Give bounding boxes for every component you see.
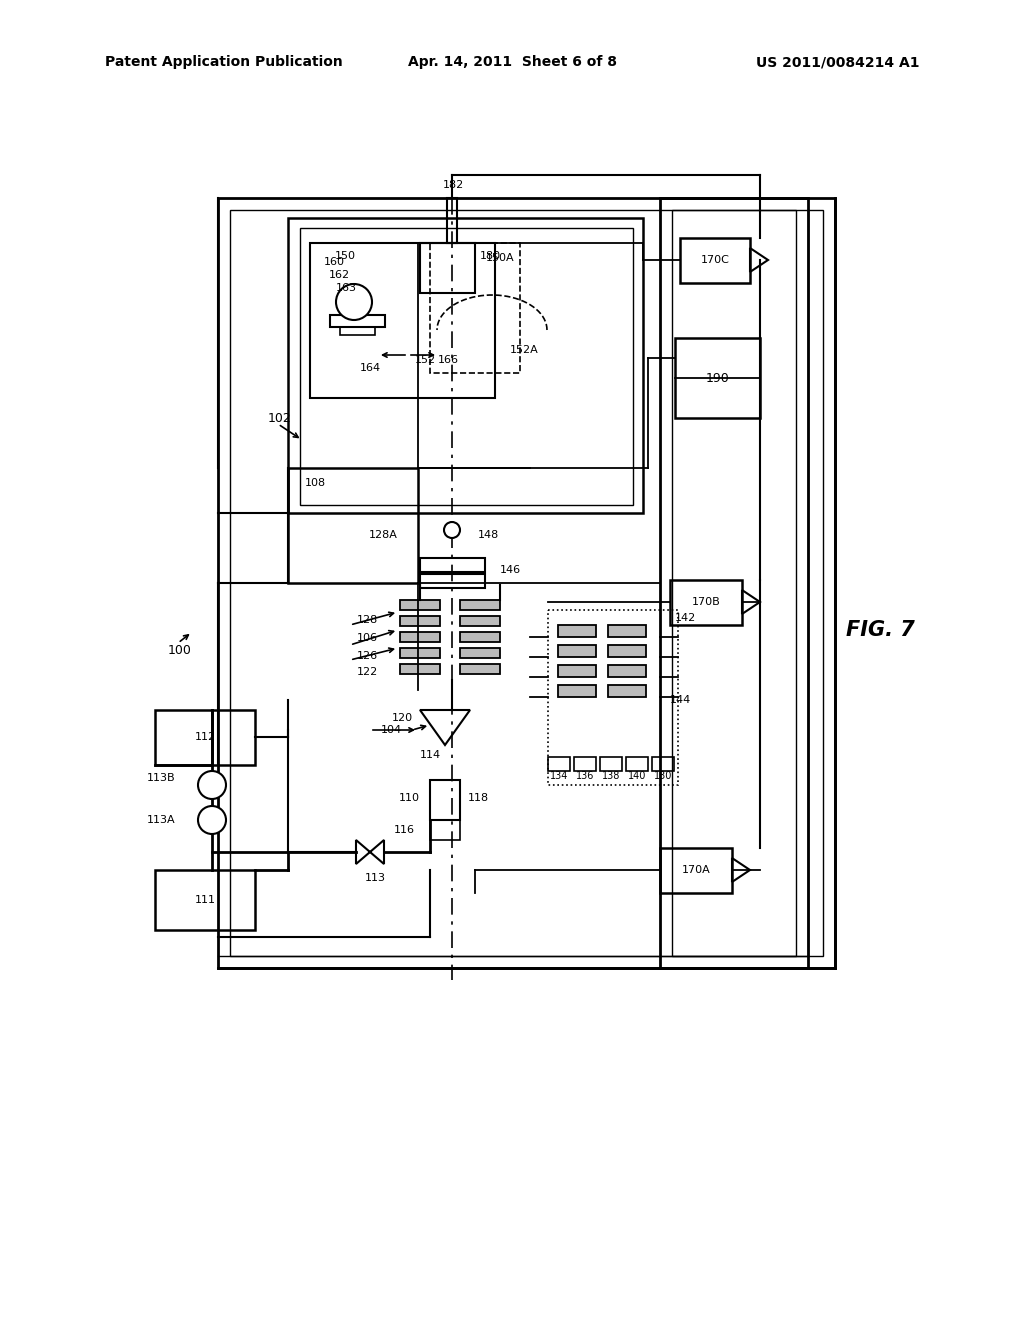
Text: 152: 152 — [415, 355, 436, 366]
Text: 146: 146 — [500, 565, 521, 576]
Bar — [340, 327, 375, 335]
Bar — [310, 243, 495, 399]
Bar — [447, 198, 457, 243]
Bar — [460, 664, 500, 675]
Text: 190: 190 — [707, 371, 730, 384]
Bar — [626, 756, 648, 771]
Bar — [460, 616, 500, 626]
Text: 160: 160 — [324, 257, 345, 267]
Bar — [400, 632, 440, 642]
Bar — [420, 243, 475, 293]
Text: 148: 148 — [478, 531, 500, 540]
Circle shape — [198, 807, 226, 834]
Bar — [548, 756, 570, 771]
Bar — [218, 198, 808, 968]
Bar — [155, 870, 255, 931]
Bar — [155, 710, 255, 766]
Text: 180: 180 — [480, 251, 501, 261]
Text: 164: 164 — [360, 363, 381, 374]
Bar — [330, 315, 385, 327]
Text: 113A: 113A — [146, 814, 175, 825]
Bar — [660, 198, 835, 968]
Text: 110: 110 — [399, 793, 420, 803]
Text: 118: 118 — [468, 793, 489, 803]
Text: 163: 163 — [336, 282, 357, 293]
Bar — [672, 210, 823, 956]
Text: 100: 100 — [168, 644, 191, 656]
Bar — [670, 579, 742, 624]
Bar — [608, 685, 646, 697]
Bar — [608, 645, 646, 657]
Circle shape — [444, 521, 460, 539]
Bar — [230, 210, 796, 956]
Text: 128: 128 — [356, 615, 378, 624]
Text: 134: 134 — [550, 771, 568, 781]
Text: US 2011/0084214 A1: US 2011/0084214 A1 — [757, 55, 920, 69]
Bar — [548, 610, 678, 785]
Bar — [558, 624, 596, 638]
Text: 102: 102 — [268, 412, 292, 425]
Bar — [652, 756, 674, 771]
Bar — [400, 664, 440, 675]
Text: FIG. 7: FIG. 7 — [846, 620, 914, 640]
Bar — [660, 847, 732, 894]
Bar — [675, 338, 760, 418]
Bar — [288, 469, 418, 583]
Circle shape — [336, 284, 372, 319]
Text: 128A: 128A — [369, 531, 398, 540]
Bar — [558, 685, 596, 697]
Text: 152A: 152A — [510, 345, 539, 355]
Text: 170B: 170B — [691, 597, 720, 607]
Text: 150: 150 — [335, 251, 356, 261]
Text: 144: 144 — [670, 696, 691, 705]
Bar — [460, 648, 500, 657]
Text: 182: 182 — [442, 180, 464, 190]
Text: 170A: 170A — [682, 865, 711, 875]
Bar — [430, 780, 460, 820]
Bar — [420, 558, 485, 572]
Bar — [558, 665, 596, 677]
Text: 112: 112 — [195, 733, 216, 742]
Bar — [430, 243, 520, 374]
Bar — [608, 624, 646, 638]
Bar — [400, 601, 440, 610]
Text: 120: 120 — [392, 713, 413, 723]
Text: 116: 116 — [394, 825, 415, 836]
Bar — [420, 574, 485, 587]
Text: 106: 106 — [357, 634, 378, 643]
Text: 166: 166 — [438, 355, 459, 366]
Bar — [600, 756, 622, 771]
Text: 104: 104 — [381, 725, 402, 735]
Text: 130: 130 — [653, 771, 672, 781]
Text: 122: 122 — [356, 667, 378, 677]
Text: Patent Application Publication: Patent Application Publication — [105, 55, 343, 69]
Text: 111: 111 — [195, 895, 215, 906]
Circle shape — [198, 771, 226, 799]
Text: 138: 138 — [602, 771, 621, 781]
Bar — [400, 616, 440, 626]
Text: 126: 126 — [357, 651, 378, 661]
Text: 140: 140 — [628, 771, 646, 781]
Bar — [460, 632, 500, 642]
Bar — [574, 756, 596, 771]
Text: 114: 114 — [420, 750, 440, 760]
Bar — [430, 820, 460, 840]
Text: 162: 162 — [329, 271, 350, 280]
Text: 170C: 170C — [700, 255, 729, 265]
Bar — [460, 601, 500, 610]
Bar — [288, 218, 643, 513]
Bar — [680, 238, 750, 282]
Bar — [400, 648, 440, 657]
Text: 150A: 150A — [485, 253, 514, 263]
Bar — [300, 228, 633, 506]
Text: 113: 113 — [365, 873, 385, 883]
Text: Apr. 14, 2011  Sheet 6 of 8: Apr. 14, 2011 Sheet 6 of 8 — [408, 55, 616, 69]
Text: 108: 108 — [305, 478, 326, 488]
Text: 136: 136 — [575, 771, 594, 781]
Text: 113B: 113B — [146, 774, 175, 783]
Bar — [558, 645, 596, 657]
Text: 142: 142 — [675, 612, 696, 623]
Bar — [608, 665, 646, 677]
